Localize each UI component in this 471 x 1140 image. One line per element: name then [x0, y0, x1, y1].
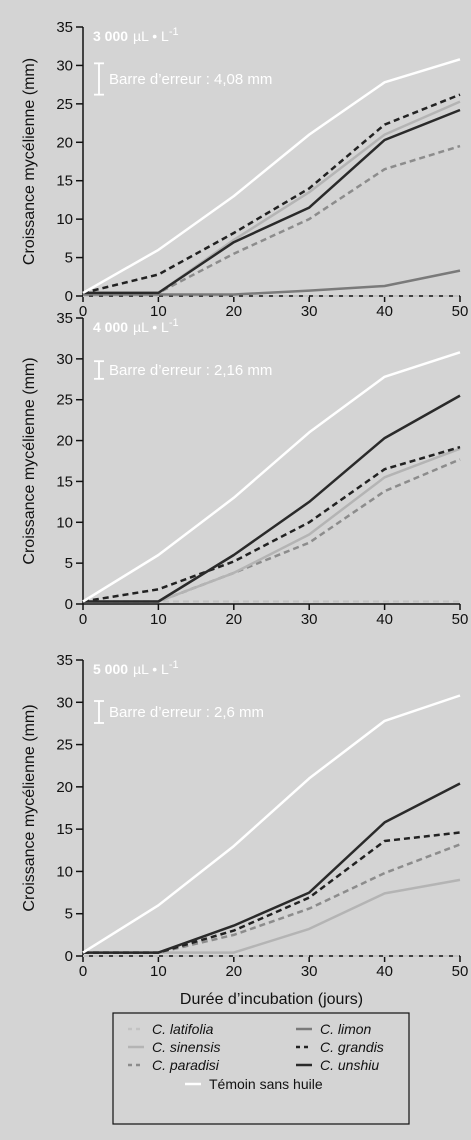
y-tick-label: 20: [56, 134, 73, 151]
x-tick-label: 30: [301, 963, 318, 980]
chart-panel-2: 0 5 10 15 20 25 30 35 0 10 20 30 40 50 Croissance mycé…: [21, 310, 468, 628]
y-tick-label: 15: [56, 173, 73, 190]
y-axis-label: Croissance mycélienne (mm): [21, 58, 38, 265]
legend: C. latifolia C. limon C. sinensis C. grandi…: [112, 1012, 410, 1125]
legend-box: [112, 1012, 410, 1125]
concentration-exponent: -1: [169, 317, 179, 329]
concentration-label: 3 000 µL • L-1: [93, 26, 179, 44]
series-line-c-unshiu: [83, 394, 461, 603]
legend-item: C. grandis: [296, 1039, 384, 1055]
concentration-exponent: -1: [169, 26, 179, 38]
y-tick-label: 0: [65, 288, 73, 305]
y-tick-label: 20: [56, 779, 73, 796]
y-tick-label: 15: [56, 473, 73, 490]
concentration-value: 4 000: [93, 319, 128, 335]
legend-item: C. limon: [296, 1021, 372, 1037]
y-tick-label: 30: [56, 351, 73, 368]
y-tick-label: 35: [56, 310, 73, 327]
legend-label: C. grandis: [320, 1039, 384, 1055]
y-axis-label: Croissance mycélienne (mm): [21, 704, 38, 911]
series-line-c-grandis: [82, 445, 461, 603]
x-tick-label: 10: [150, 963, 167, 980]
x-tick-label: 20: [225, 963, 242, 980]
concentration-value: 5 000: [93, 661, 128, 677]
y-tick-label: 25: [56, 96, 73, 113]
error-bar-glyph: [94, 700, 104, 724]
x-tick-label: 50: [452, 963, 469, 980]
concentration-label: 5 000 µL • L-1: [93, 659, 179, 677]
series-line-c-grandis: [82, 93, 461, 295]
chart-panel-1: 0 5 10 15 20 25 30 35 0 10 20 30 40 50 Croissance mycé…: [21, 19, 468, 320]
error-bar-label: Barre d’erreur : 2,6 mm: [109, 704, 264, 721]
x-tick-label: 50: [452, 303, 469, 320]
x-tick-label: 20: [225, 611, 242, 628]
y-tick-label: 30: [56, 694, 73, 711]
y-tick-label: 20: [56, 433, 73, 450]
x-tick-label: 30: [301, 611, 318, 628]
y-tick-label: 10: [56, 211, 73, 228]
legend-label: C. latifolia: [152, 1021, 214, 1037]
x-tick-label: 0: [79, 611, 87, 628]
y-tick-label: 35: [56, 19, 73, 36]
series-line-c-unshiu: [83, 782, 461, 954]
legend-label: C. paradisi: [152, 1057, 220, 1073]
legend-item: C. latifolia: [128, 1021, 214, 1037]
x-tick-label: 30: [301, 303, 318, 320]
legend-label: Témoin sans huile: [209, 1076, 323, 1092]
x-tick-label: 20: [225, 303, 242, 320]
series-line-t-moin-sans-huile: [82, 694, 461, 954]
x-tick-label: 40: [376, 303, 393, 320]
x-tick-label: 10: [150, 611, 167, 628]
x-tick-label: 40: [376, 611, 393, 628]
y-tick-label: 0: [65, 948, 73, 965]
concentration-unit: µL • L: [133, 319, 169, 335]
concentration-unit: µL • L: [133, 661, 169, 677]
y-tick-label: 25: [56, 737, 73, 754]
x-tick-label: 0: [79, 963, 87, 980]
legend-item: Témoin sans huile: [185, 1076, 323, 1092]
y-tick-label: 5: [65, 250, 73, 267]
error-bar-glyph: [94, 62, 104, 96]
x-tick-label: 10: [150, 303, 167, 320]
x-tick-label: 50: [452, 611, 469, 628]
legend-label: C. limon: [320, 1021, 372, 1037]
legend-item: C. paradisi: [128, 1057, 220, 1073]
y-tick-label: 10: [56, 514, 73, 531]
y-tick-label: 35: [56, 652, 73, 669]
concentration-exponent: -1: [169, 659, 179, 671]
concentration-value: 3 000: [93, 28, 128, 44]
legend-label: C. sinensis: [152, 1039, 220, 1055]
x-tick-label: 0: [79, 303, 87, 320]
y-tick-label: 15: [56, 821, 73, 838]
x-axis-label: Durée d’incubation (jours): [180, 991, 363, 1008]
series-line-c-unshiu: [83, 108, 461, 295]
y-tick-label: 5: [65, 906, 73, 923]
legend-item: C. sinensis: [128, 1039, 220, 1055]
y-tick-label: 0: [65, 596, 73, 613]
legend-item: C. unshiu: [296, 1057, 379, 1073]
series-line-t-moin-sans-huile: [82, 351, 461, 603]
y-axis-label: Croissance mycélienne (mm): [21, 357, 38, 564]
chart-panel-3: 0 5 10 15 20 25 30 35 0 10 20 30 40 50 Croissance mycé…: [21, 652, 468, 1008]
concentration-unit: µL • L: [133, 28, 169, 44]
error-bar-glyph: [94, 360, 104, 380]
y-tick-label: 25: [56, 392, 73, 409]
series-line-t-moin-sans-huile: [82, 58, 461, 294]
y-tick-label: 5: [65, 555, 73, 572]
y-tick-label: 30: [56, 57, 73, 74]
x-tick-label: 40: [376, 963, 393, 980]
error-bar-label: Barre d’erreur : 2,16 mm: [109, 362, 272, 379]
error-bar-label: Barre d’erreur : 4,08 mm: [109, 71, 272, 88]
series-line-c-limon: [83, 269, 461, 296]
legend-label: C. unshiu: [320, 1057, 379, 1073]
y-tick-label: 10: [56, 863, 73, 880]
concentration-label: 4 000 µL • L-1: [93, 317, 179, 335]
